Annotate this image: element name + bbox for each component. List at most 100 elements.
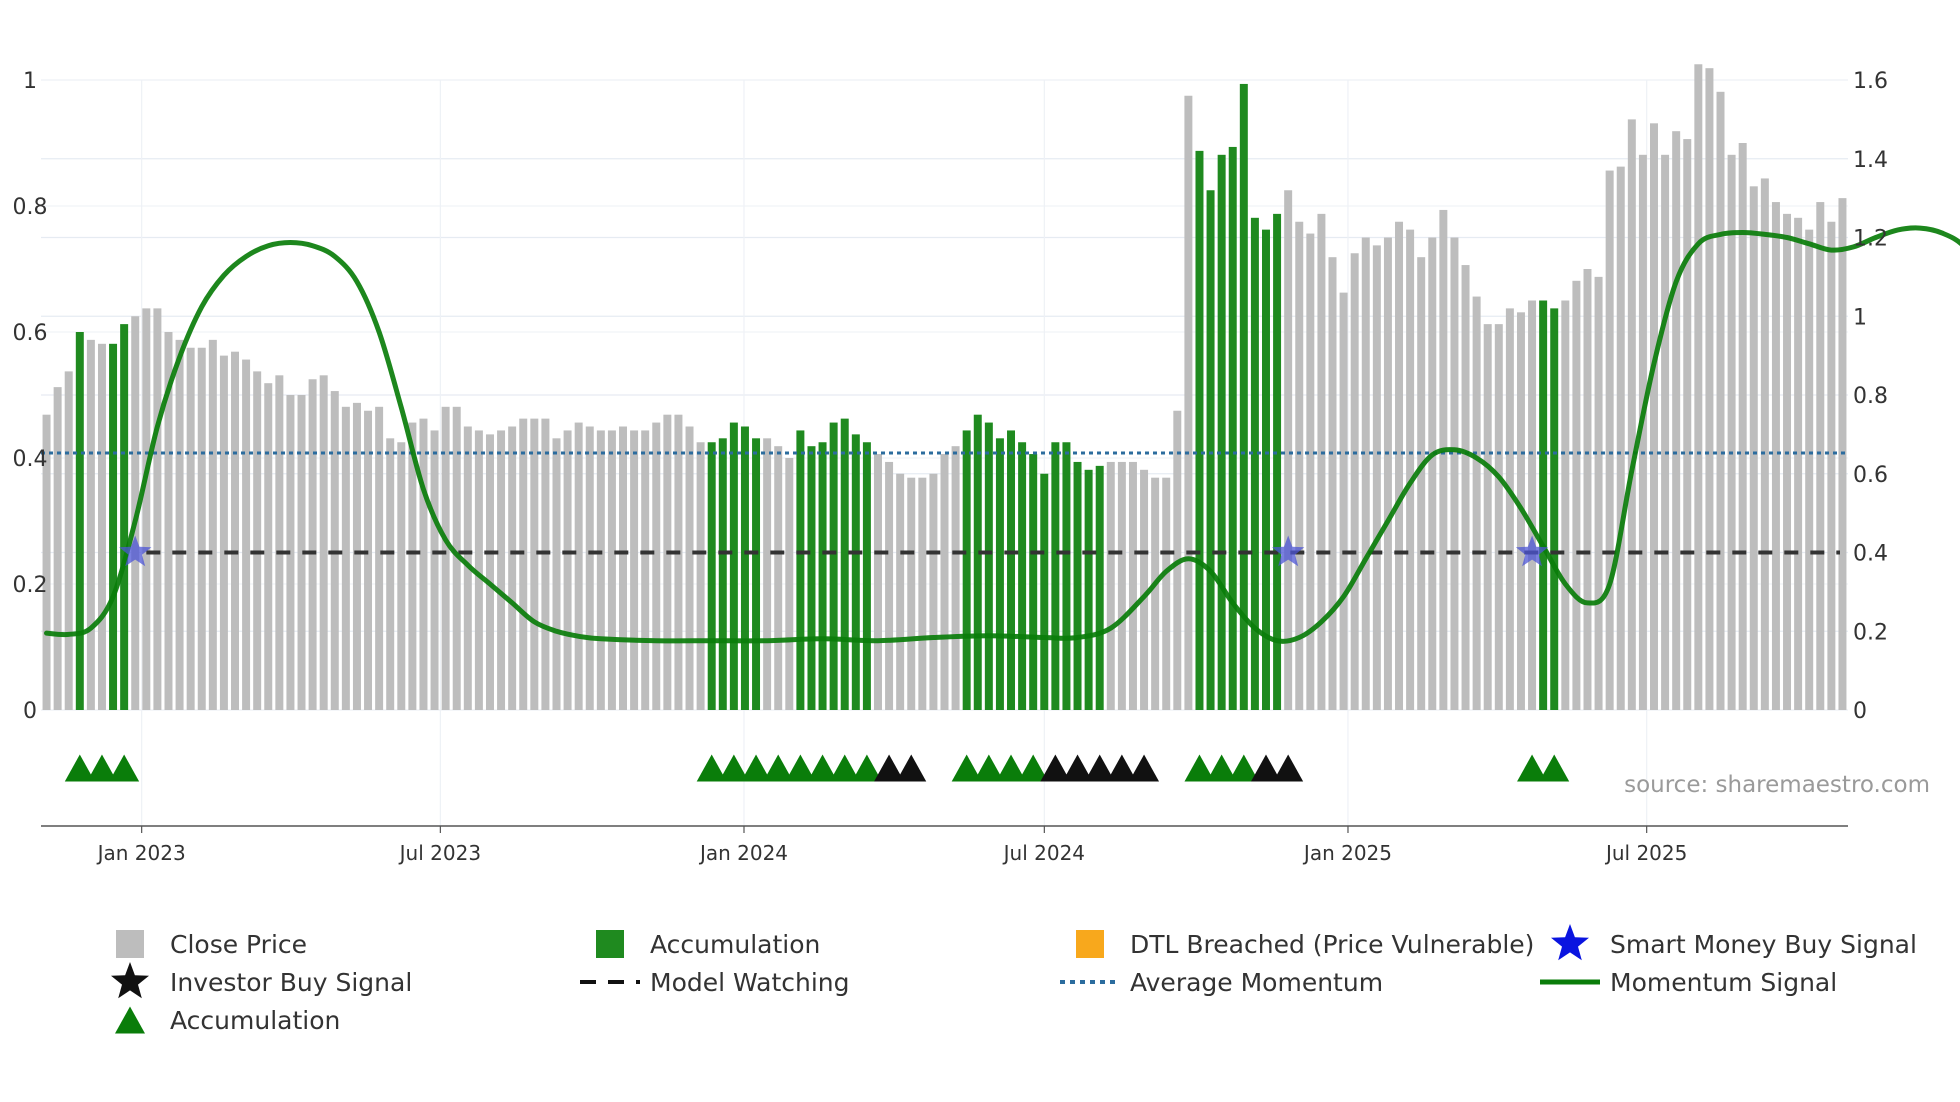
price-bar [630, 430, 639, 710]
price-bar [397, 442, 406, 710]
price-bar [652, 422, 661, 710]
price-bar [164, 332, 173, 710]
investor-signal-triangle [874, 754, 905, 782]
right-tick-label: 0 [1853, 699, 1867, 724]
price-bar [1439, 209, 1448, 710]
right-tick-label: 1.4 [1853, 148, 1888, 173]
accumulation-bar [729, 422, 738, 710]
price-bar [596, 430, 605, 710]
accumulation-bar [752, 438, 761, 710]
price-bar [1572, 280, 1581, 710]
accumulation-triangle [1206, 754, 1237, 782]
price-bar [685, 426, 694, 710]
legend-item: Average Momentum [1060, 968, 1383, 997]
price-bar [1749, 186, 1758, 710]
accumulation-triangle [807, 754, 838, 782]
price-bar [275, 375, 284, 710]
price-bar [1361, 237, 1370, 710]
legend-label: Smart Money Buy Signal [1610, 930, 1917, 959]
price-bar [375, 406, 384, 710]
legend-item: Smart Money Buy Signal [1551, 924, 1917, 961]
price-bar [1827, 221, 1836, 710]
x-tick-label: Jul 2023 [398, 841, 481, 865]
legend-swatch [1076, 930, 1104, 958]
left-tick-label: 0.4 [13, 447, 48, 472]
accumulation-triangle [973, 754, 1004, 782]
accumulation-bar [840, 418, 849, 710]
price-bar [951, 446, 960, 710]
investor-signal-triangle [1084, 754, 1115, 782]
x-tick-label: Jan 2024 [698, 841, 788, 865]
price-bar [1284, 190, 1293, 710]
legend-item: Investor Buy Signal [111, 962, 412, 999]
price-bar [696, 442, 705, 710]
investor-signal-triangle [1040, 754, 1071, 782]
price-bar [1683, 139, 1692, 710]
smart-money-buy-star [1272, 535, 1305, 567]
accumulation-bar [1040, 473, 1049, 710]
legend-item: Accumulation [115, 1006, 340, 1035]
accumulation-bar [1007, 430, 1016, 710]
price-bar [641, 430, 650, 710]
price-bar [1184, 95, 1193, 710]
price-bar [674, 414, 683, 710]
price-bar [1317, 213, 1326, 710]
price-bar [231, 351, 239, 710]
price-bar [1417, 257, 1426, 710]
price-bar [253, 371, 262, 710]
price-bar [1395, 221, 1404, 710]
legend-item: DTL Breached (Price Vulnerable) [1076, 930, 1534, 959]
price-bar [1816, 202, 1825, 710]
investor-signal-triangle [1062, 754, 1093, 782]
accumulation-bar [1261, 229, 1270, 710]
accumulation-triangle [851, 754, 882, 782]
legend-label: Momentum Signal [1610, 968, 1837, 997]
legend-item: Accumulation [596, 930, 820, 959]
price-bar [64, 371, 73, 710]
price-bar [1339, 292, 1348, 710]
legend-label: Close Price [170, 930, 307, 959]
signal-lines [41, 225, 1960, 644]
accumulation-bar [1250, 217, 1259, 710]
legend-label: Model Watching [650, 968, 850, 997]
price-bar [1794, 217, 1803, 710]
price-bar [530, 418, 539, 710]
price-bar [1328, 257, 1337, 710]
accumulation-bar [807, 446, 816, 710]
investor-signal-triangle [896, 754, 927, 782]
price-bar [585, 426, 594, 710]
accumulation-triangle [785, 754, 816, 782]
accumulation-bar [1084, 469, 1093, 710]
accumulation-bar [1029, 454, 1038, 710]
accumulation-triangle [1018, 754, 1049, 782]
price-bar [153, 308, 162, 710]
right-tick-label: 1 [1853, 305, 1867, 330]
accumulation-triangle [64, 754, 95, 782]
accumulation-triangle [741, 754, 772, 782]
price-bar [1450, 237, 1459, 710]
price-bar [86, 339, 95, 710]
price-bar [142, 308, 151, 710]
accumulation-bar [851, 434, 860, 710]
right-tick-label: 0.4 [1853, 542, 1888, 567]
legend-label: Accumulation [650, 930, 820, 959]
accumulation-bar [1273, 213, 1282, 710]
price-bar [408, 422, 417, 710]
accumulation-triangle [1517, 754, 1548, 782]
signal-markers [64, 535, 1570, 782]
legend-label: Accumulation [170, 1006, 340, 1035]
price-bar [1783, 213, 1792, 710]
price-bar [1140, 469, 1149, 710]
legend-star [111, 962, 149, 999]
smart-money-buy-star [1515, 535, 1549, 567]
price-bar [1705, 68, 1714, 710]
right-tick-label: 1.6 [1853, 69, 1888, 94]
price-bar [297, 395, 306, 710]
price-bar [1151, 477, 1160, 710]
legend-swatch [116, 930, 144, 958]
smart-money-buy-star [119, 535, 152, 567]
price-bar [364, 410, 373, 710]
price-bar [1716, 91, 1725, 710]
left-tick-label: 0.8 [13, 195, 48, 220]
